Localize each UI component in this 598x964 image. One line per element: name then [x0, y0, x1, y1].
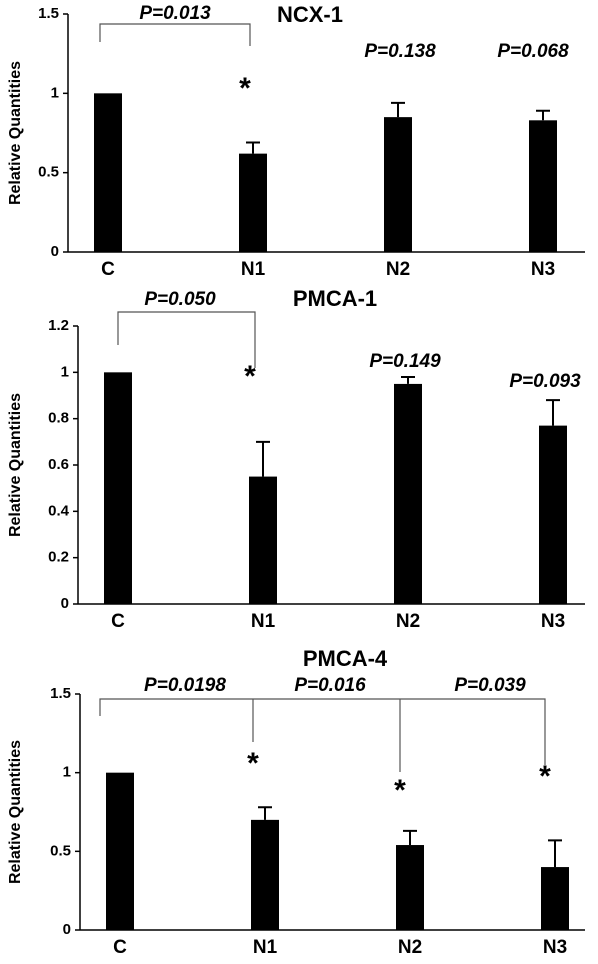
y-axis-label: Relative Quantities: [7, 740, 24, 884]
y-tick-label: 0.4: [48, 502, 70, 519]
significance-star: *: [539, 760, 551, 793]
bracket: [99, 23, 251, 46]
y-tick-label: 0.5: [38, 164, 59, 181]
p-value: P=0.0198: [144, 675, 226, 696]
y-tick-label: 0.5: [50, 842, 71, 859]
bar: [239, 153, 267, 252]
bar: [104, 372, 132, 604]
error-bar: [536, 109, 550, 121]
y-tick-label: 1: [61, 363, 69, 380]
x-tick-label: N1: [241, 259, 266, 280]
y-tick-label: 1.5: [50, 685, 71, 702]
y-tick-label: 0.8: [48, 410, 69, 427]
chart-title: PMCA-4: [303, 646, 388, 671]
x-tick-label: N2: [398, 937, 422, 958]
bracket: [117, 311, 256, 368]
y-tick-label: 1.5: [38, 5, 59, 22]
error-bar: [246, 141, 260, 154]
bracket: [99, 698, 546, 765]
y-tick-label: 1: [51, 84, 59, 101]
error-bar: [403, 829, 417, 846]
p-value: P=0.039: [454, 675, 526, 696]
y-axis-label: Relative Quantities: [7, 393, 24, 537]
significance-star: *: [244, 360, 256, 393]
significance-star: *: [394, 774, 406, 807]
p-value: P=0.093: [509, 371, 581, 392]
x-tick-label: N1: [251, 611, 276, 632]
p-value: P=0.138: [364, 41, 436, 62]
x-tick-label: N3: [541, 611, 565, 632]
significance-star: *: [239, 72, 251, 105]
x-tick-label: N2: [396, 611, 420, 632]
x-tick-label: N1: [253, 937, 278, 958]
bar: [541, 867, 569, 930]
p-value: P=0.068: [497, 41, 569, 62]
bar: [251, 819, 279, 930]
y-tick-label: 0.2: [48, 549, 69, 566]
significance-star: *: [247, 747, 259, 780]
p-value: P=0.013: [139, 3, 211, 24]
y-tick-label: 1.2: [48, 317, 69, 334]
p-value: P=0.016: [294, 675, 366, 696]
bar: [394, 383, 422, 604]
y-axis-label: Relative Quantities: [7, 61, 24, 205]
chart-title: NCX-1: [277, 2, 343, 27]
bar: [106, 772, 134, 930]
bar: [249, 476, 277, 604]
error-bar: [546, 399, 560, 426]
error-bar: [391, 101, 405, 118]
x-tick-label: C: [111, 611, 125, 632]
error-bar: [401, 375, 415, 384]
y-tick-label: 0: [51, 243, 59, 260]
error-bar: [258, 806, 272, 820]
bar: [539, 425, 567, 604]
x-tick-label: C: [113, 937, 127, 958]
x-tick-label: N3: [531, 259, 555, 280]
p-value: P=0.050: [144, 289, 216, 310]
y-tick-label: 0: [61, 595, 69, 612]
bar: [94, 93, 122, 252]
error-bar: [256, 440, 270, 477]
bar: [384, 117, 412, 252]
x-tick-label: C: [101, 259, 115, 280]
y-tick-label: 0.6: [48, 456, 69, 473]
bar: [396, 845, 424, 930]
error-bar: [548, 839, 562, 868]
x-tick-label: N3: [543, 937, 567, 958]
p-value: P=0.149: [369, 351, 441, 372]
chart-title: PMCA-1: [293, 286, 377, 311]
bar: [529, 120, 557, 252]
x-tick-label: N2: [386, 259, 410, 280]
y-tick-label: 1: [63, 764, 71, 781]
y-tick-label: 0: [63, 921, 71, 938]
